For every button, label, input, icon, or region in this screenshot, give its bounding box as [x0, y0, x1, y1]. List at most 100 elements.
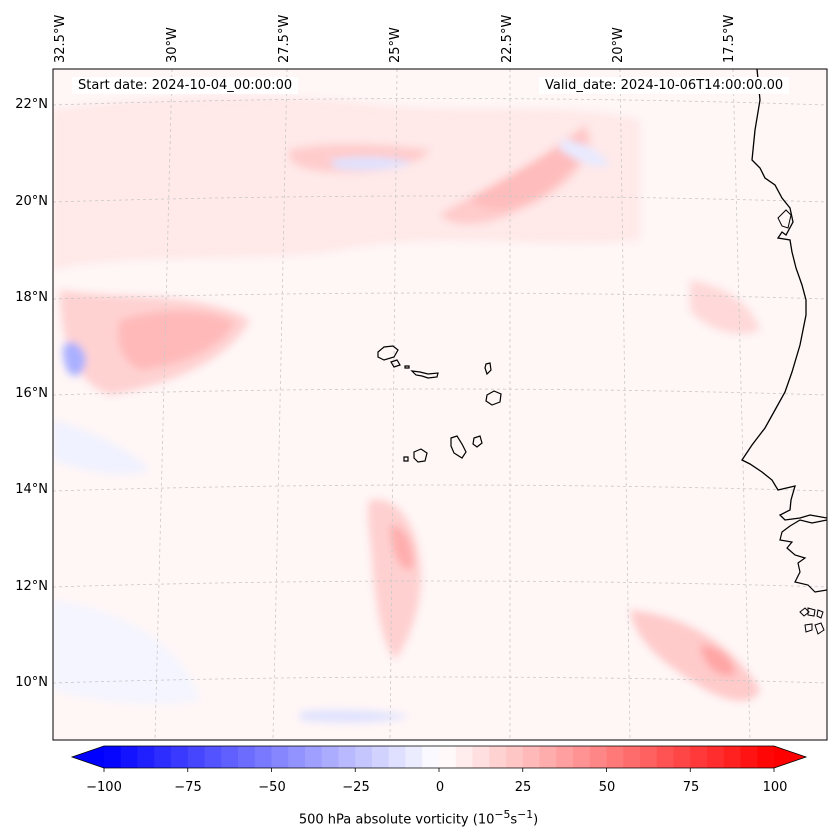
island-sao-nicolau	[410, 370, 439, 379]
colorbar-segment	[171, 746, 189, 768]
cape-verde-islands	[377, 345, 502, 463]
parallel-18	[53, 292, 827, 300]
vorticity-patch	[560, 139, 610, 167]
meridian-27-5	[272, 69, 288, 740]
island-santo-antao	[377, 345, 399, 361]
colorbar-extend-high	[774, 746, 806, 768]
meridian-30	[154, 69, 173, 740]
island-coast-fragment	[777, 209, 792, 229]
africa-coastline	[741, 69, 827, 521]
lat-label: 12°N	[15, 579, 48, 594]
lon-label: 30°W	[165, 27, 180, 63]
colorbar-tick-label: −50	[258, 780, 286, 795]
colorbar-segment	[372, 746, 390, 768]
lon-label: 22.5°W	[500, 14, 515, 63]
vorticity-patch	[118, 310, 235, 370]
colorbar-tick-label: −25	[342, 780, 370, 795]
vorticity-patch	[440, 125, 590, 225]
colorbar-segment	[187, 746, 206, 768]
vorticity-patch	[53, 95, 640, 271]
lat-label: 22°N	[15, 97, 48, 112]
parallel-20	[53, 195, 827, 203]
colorbar-segment	[104, 746, 122, 768]
colorbar-segment	[238, 746, 256, 768]
colorbar-tick-label: 100	[762, 780, 788, 795]
colorbar-segment	[271, 746, 289, 768]
colorbar-segment	[305, 746, 323, 768]
colorbar-segment	[288, 746, 306, 768]
island-santiago	[450, 435, 467, 459]
colorbar-segment	[355, 746, 373, 768]
colorbar-segment	[221, 746, 239, 768]
vorticity-patch	[53, 600, 200, 705]
colorbar-segment	[439, 746, 457, 768]
island-brava	[403, 456, 409, 462]
parallel-22	[53, 98, 827, 106]
vorticity-patch	[700, 645, 735, 676]
colorbar-segment	[740, 746, 758, 768]
island-fogo	[413, 448, 428, 463]
colorbar-tick-label: −100	[86, 780, 122, 795]
vorticity-patch	[690, 280, 760, 334]
map-frame	[52, 68, 828, 741]
lat-label: 14°N	[15, 482, 48, 497]
parallel-16	[53, 388, 827, 396]
vorticity-patch	[390, 525, 414, 570]
vorticity-patch	[63, 342, 86, 376]
island-bijagos	[799, 607, 825, 635]
colorbar-extend-low	[72, 746, 104, 768]
colorbar-segment	[388, 746, 407, 768]
start-date-label: Start date: 2024-10-04_00:00:00	[72, 77, 299, 94]
africa-coastline	[779, 519, 827, 593]
colorbar-tick-label: 75	[682, 780, 700, 795]
lat-label: 10°N	[15, 675, 48, 690]
colorbar-segment	[405, 746, 423, 768]
valid-date-label: Valid_date: 2024-10-06T14:00:00.00	[539, 77, 790, 94]
island-maio	[472, 435, 483, 448]
colorbar-segment	[522, 746, 541, 768]
colorbar-title: 500 hPa absolute vorticity (10−5s−1)	[298, 808, 539, 828]
island-boa-vista	[485, 390, 502, 406]
lat-label: 16°N	[15, 386, 48, 401]
colorbar	[70, 745, 808, 772]
vorticity-patch	[630, 610, 760, 701]
graticule	[53, 69, 827, 740]
lon-label: 32.5°W	[53, 14, 68, 63]
colorbar-segment	[690, 746, 708, 768]
meridian-25	[389, 69, 398, 740]
lat-label: 18°N	[15, 290, 48, 305]
vorticity-patch	[53, 420, 150, 475]
parallel-14	[53, 484, 827, 492]
colorbar-segment	[422, 746, 440, 768]
colorbar-tick-label: 50	[598, 780, 616, 795]
colorbar-tick-label: 25	[514, 780, 532, 795]
colorbar-segment	[606, 746, 624, 768]
colorbar-segment	[154, 746, 172, 768]
colorbar-segment	[338, 746, 356, 768]
colorbar-segment	[640, 746, 658, 768]
colorbar-segment	[556, 746, 574, 768]
vorticity-field	[53, 95, 760, 723]
lon-label: 25°W	[388, 27, 403, 63]
colorbar-segment	[539, 746, 557, 768]
lon-label: 20°W	[611, 27, 626, 63]
meridian-17-5	[732, 69, 751, 740]
colorbar-segment	[321, 746, 340, 768]
colorbar-tick-label: −75	[174, 780, 202, 795]
colorbar-segment	[757, 746, 775, 768]
parallel-10	[53, 676, 827, 684]
colorbar-segment	[623, 746, 641, 768]
island-sao-vicente	[390, 359, 401, 368]
island-sal	[484, 362, 492, 376]
colorbar-segment	[120, 746, 139, 768]
colorbar-segment	[254, 746, 273, 768]
colorbar-segment	[573, 746, 591, 768]
colorbar-segment	[707, 746, 725, 768]
lon-label: 17.5°W	[722, 14, 737, 63]
colorbar-segment	[656, 746, 675, 768]
colorbar-segment	[472, 746, 490, 768]
colorbar-segment	[489, 746, 507, 768]
colorbar-segment	[589, 746, 608, 768]
colorbar-tick-label: 0	[435, 780, 445, 795]
